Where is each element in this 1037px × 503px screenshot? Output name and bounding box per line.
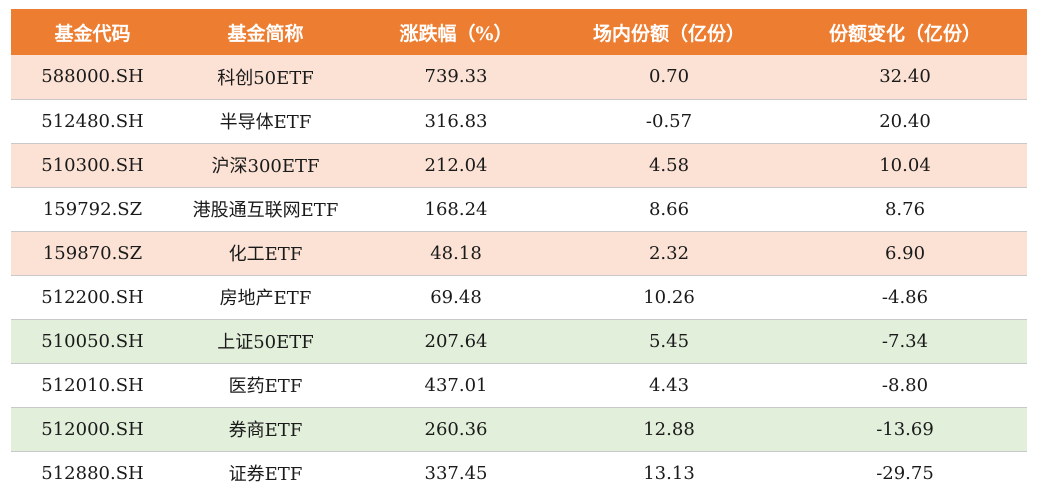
onmarket-shares-cell: 4.58 (648, 154, 690, 176)
fund-code-cell: 159870.SZ (42, 242, 143, 264)
fund-name-cell: 房地产ETF (219, 288, 312, 309)
table-row: 510050.SH 上证50ETF 207.64 5.45 -7.34 (11, 319, 1027, 363)
change-percent-cell: 212.04 (424, 154, 488, 176)
fund-name-cell: 半导体ETF (219, 112, 312, 133)
share-change-cell: 8.76 (884, 198, 926, 220)
header-share-change: 份额变化（亿份） (828, 22, 981, 45)
change-percent-cell: 48.18 (430, 242, 482, 264)
share-change-cell: 20.40 (879, 110, 931, 132)
table-row: 512010.SH 医药ETF 437.01 4.43 -8.80 (11, 363, 1027, 407)
fund-code-cell: 512200.SH (41, 286, 144, 308)
fund-name-cell: 医药ETF (228, 376, 303, 397)
fund-code-cell: 588000.SH (41, 66, 144, 88)
header-change-percent: 涨跌幅（%） (399, 22, 513, 45)
fund-share-table: 基金代码 基金简称 涨跌幅（%） 场内份额（亿份） 份额变化（亿份） 58800… (11, 9, 1027, 495)
onmarket-shares-cell: 12.88 (643, 418, 695, 440)
table-header-row: 基金代码 基金简称 涨跌幅（%） 场内份额（亿份） 份额变化（亿份） (11, 9, 1027, 55)
fund-name-cell: 沪深300ETF (211, 156, 320, 177)
table-row: 512880.SH 证券ETF 337.45 13.13 -29.75 (11, 451, 1027, 495)
fund-name-cell: 港股通互联网ETF (192, 200, 339, 221)
onmarket-shares-cell: 0.70 (648, 66, 690, 88)
change-percent-cell: 168.24 (424, 198, 488, 220)
share-change-cell: 6.90 (884, 242, 926, 264)
change-percent-cell: 260.36 (424, 418, 488, 440)
change-percent-cell: 739.33 (424, 66, 488, 88)
table-body: 588000.SH 科创50ETF 739.33 0.70 32.40 5124… (11, 55, 1027, 495)
table-row: 159870.SZ 化工ETF 48.18 2.32 6.90 (11, 231, 1027, 275)
share-change-cell: 10.04 (879, 154, 931, 176)
fund-code-cell: 512480.SH (41, 110, 144, 132)
change-percent-cell: 437.01 (424, 374, 488, 396)
share-change-cell: -8.80 (881, 374, 929, 396)
share-change-cell: -13.69 (876, 418, 934, 440)
table-row: 159792.SZ 港股通互联网ETF 168.24 8.66 8.76 (11, 187, 1027, 231)
table-row: 512200.SH 房地产ETF 69.48 10.26 -4.86 (11, 275, 1027, 319)
fund-name-cell: 券商ETF (228, 420, 303, 441)
fund-name-cell: 科创50ETF (217, 67, 314, 89)
share-change-cell: -7.34 (881, 330, 929, 352)
share-change-cell: -4.86 (881, 286, 929, 308)
fund-code-cell: 512010.SH (41, 374, 144, 396)
onmarket-shares-cell: -0.57 (645, 110, 693, 132)
fund-name-cell: 上证50ETF (217, 332, 314, 353)
fund-code-cell: 510050.SH (41, 330, 144, 352)
onmarket-shares-cell: 5.45 (648, 330, 690, 352)
onmarket-shares-cell: 2.32 (648, 242, 690, 264)
change-percent-cell: 337.45 (424, 462, 488, 484)
onmarket-shares-cell: 8.66 (648, 198, 690, 220)
fund-code-cell: 159792.SZ (42, 198, 143, 220)
table-row: 510300.SH 沪深300ETF 212.04 4.58 10.04 (11, 143, 1027, 187)
onmarket-shares-cell: 4.43 (648, 374, 690, 396)
share-change-cell: -29.75 (876, 462, 934, 484)
onmarket-shares-cell: 10.26 (643, 286, 695, 308)
fund-name-cell: 化工ETF (228, 244, 303, 265)
header-fund-code: 基金代码 (54, 22, 131, 45)
change-percent-cell: 69.48 (430, 286, 482, 308)
change-percent-cell: 316.83 (424, 110, 488, 132)
table-row: 588000.SH 科创50ETF 739.33 0.70 32.40 (11, 55, 1027, 99)
onmarket-shares-cell: 13.13 (643, 462, 695, 484)
header-onmarket-shares: 场内份额（亿份） (592, 22, 745, 45)
fund-code-cell: 510300.SH (41, 154, 144, 176)
fund-code-cell: 512000.SH (41, 418, 144, 440)
fund-name-cell: 证券ETF (228, 464, 303, 486)
table-row: 512000.SH 券商ETF 260.36 12.88 -13.69 (11, 407, 1027, 451)
header-fund-name: 基金简称 (227, 22, 304, 45)
table-row: 512480.SH 半导体ETF 316.83 -0.57 20.40 (11, 99, 1027, 143)
share-change-cell: 32.40 (879, 66, 931, 88)
change-percent-cell: 207.64 (424, 330, 488, 352)
fund-code-cell: 512880.SH (41, 462, 144, 484)
